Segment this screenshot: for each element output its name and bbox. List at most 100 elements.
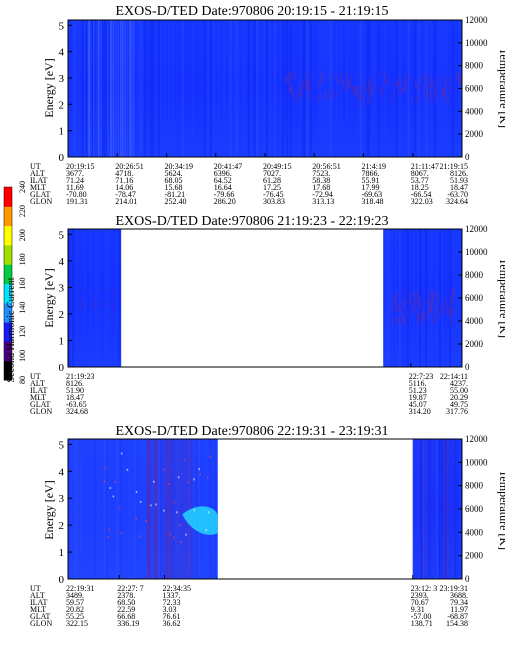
band-mark (186, 439, 188, 579)
band-mark (148, 439, 150, 579)
band-mark (102, 303, 104, 309)
orbit-value: 214.01 (115, 197, 137, 206)
band-mark (147, 439, 150, 579)
panel-title: EXOS-D/TED Date:970806 21:19:23 - 22:19:… (116, 214, 389, 229)
texture-streak (112, 20, 114, 157)
cyan-feature (182, 506, 218, 535)
band-mark (407, 310, 409, 315)
speckle (114, 480, 116, 483)
orbit-value: 20:41:47 (214, 162, 242, 171)
texture-streak (228, 20, 230, 157)
band-mark (456, 73, 458, 81)
band-mark (395, 81, 398, 87)
y-tick-label: 4 (59, 47, 65, 59)
speckle (179, 524, 182, 527)
band-mark (330, 95, 333, 101)
band-mark (402, 315, 404, 323)
orbit-value: -78.47 (115, 190, 136, 199)
y-tick-label-right: 0 (465, 152, 470, 162)
band-mark (331, 92, 333, 98)
band-mark (322, 71, 325, 79)
band-mark (330, 71, 332, 82)
band-mark (430, 77, 433, 89)
y-axis-label: Energy [eV] (42, 268, 56, 327)
band-mark (155, 439, 158, 579)
band-mark (447, 439, 449, 579)
orbit-value: -81.21 (165, 190, 186, 199)
band-mark (425, 72, 427, 79)
texture-streak (160, 439, 162, 579)
texture-streak (282, 20, 284, 157)
texture-streak (144, 20, 146, 157)
texture-streak (457, 229, 459, 367)
colorbar-segment (4, 283, 12, 304)
texture-streak (94, 229, 96, 367)
y-tick-label: 4 (59, 256, 65, 268)
orbit-value: 318.48 (362, 197, 384, 206)
texture-streak (132, 20, 134, 157)
texture-streak (98, 20, 100, 157)
speckle (150, 504, 152, 507)
band-mark (440, 439, 442, 579)
band-mark (449, 310, 452, 317)
speckle (176, 511, 178, 514)
speckle (108, 528, 110, 531)
band-mark (404, 300, 406, 308)
y-tick-label-right: 2000 (465, 339, 484, 349)
texture-streak (113, 20, 115, 157)
band-mark (427, 310, 429, 322)
band-mark (409, 295, 411, 304)
orbit-value: 3489. (66, 591, 84, 600)
band-mark (448, 303, 450, 309)
band-mark (111, 304, 114, 310)
speckle (183, 459, 186, 462)
colorbar-tick-label: 140 (18, 302, 27, 314)
band-mark (433, 302, 435, 311)
orbit-value: 5116. (409, 379, 427, 388)
orbit-row-label: MLT (30, 393, 46, 402)
orbit-value: 5624. (165, 169, 183, 178)
band-mark (98, 285, 100, 291)
texture-streak (127, 20, 129, 157)
texture-streak (248, 20, 250, 157)
band-mark (418, 295, 420, 307)
texture-streak (407, 229, 409, 367)
texture-streak (110, 20, 112, 157)
band-mark (367, 81, 370, 92)
texture-streak (385, 229, 387, 367)
band-mark (401, 309, 404, 315)
texture-streak (129, 20, 131, 157)
y-axis-label-right: Temperature [K] (497, 258, 505, 338)
orbit-value: 138.71 (411, 619, 433, 628)
band-mark (416, 82, 418, 93)
band-mark (422, 310, 425, 320)
band-mark (113, 306, 116, 312)
orbit-value: 4237. (450, 379, 468, 388)
texture-streak (72, 229, 74, 367)
texture-streak (318, 20, 320, 157)
texture-streak (130, 439, 132, 579)
orbit-value: 154.38 (446, 619, 468, 628)
band-mark (107, 286, 110, 292)
band-mark (358, 84, 361, 93)
band-mark (413, 299, 416, 312)
orbit-value: 324.68 (66, 407, 88, 416)
orbit-value: 71.16 (115, 176, 133, 185)
y-tick-label-right: 10000 (465, 38, 488, 48)
orbit-value: 23:12: 3 (411, 584, 437, 593)
band-mark (435, 93, 437, 103)
band-mark (168, 439, 171, 579)
band-mark (425, 77, 427, 89)
orbit-value: 72.33 (163, 598, 181, 607)
band-mark (396, 307, 398, 312)
texture-streak (87, 20, 89, 157)
texture-streak (332, 20, 334, 157)
y-tick-label: 3 (59, 282, 65, 294)
texture-streak (280, 20, 282, 157)
orbit-value: 51.90 (66, 386, 84, 395)
band-mark (166, 439, 168, 579)
band-mark (184, 439, 186, 579)
orbit-value: 76.61 (163, 612, 181, 621)
band-mark (177, 439, 179, 579)
orbit-value: -63.70 (447, 190, 468, 199)
